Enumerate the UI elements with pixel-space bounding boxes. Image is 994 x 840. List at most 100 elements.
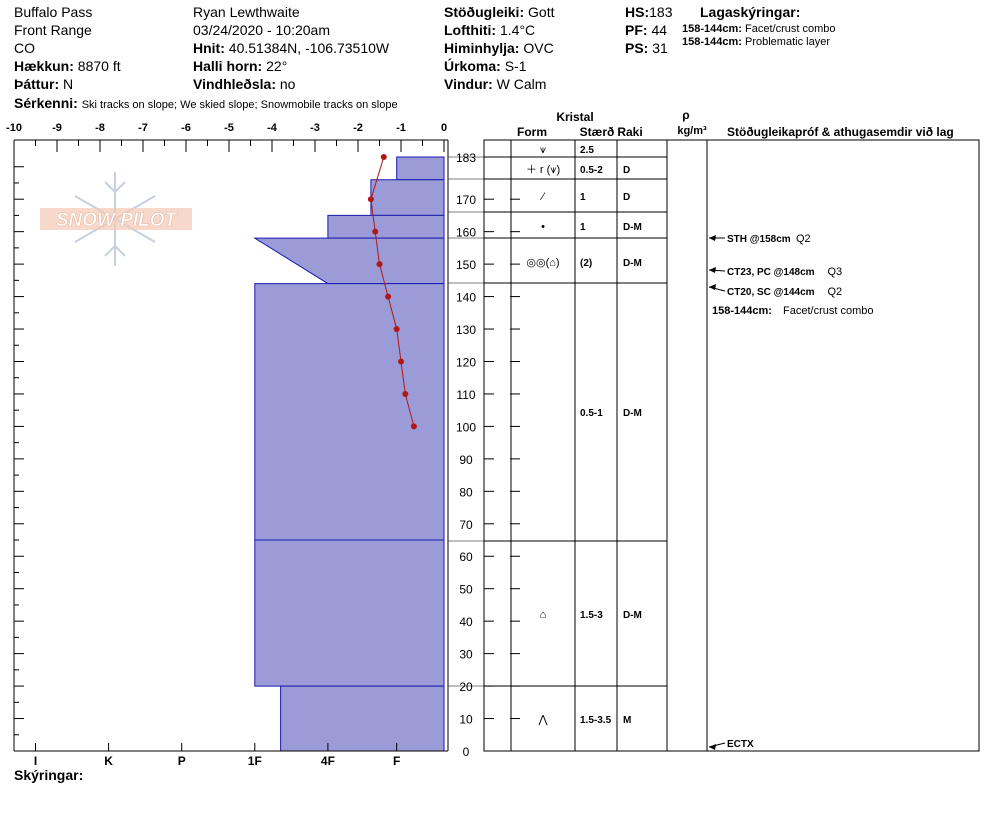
- wind: Vindur: W Calm: [444, 75, 546, 93]
- col-moisture: Raki: [617, 125, 642, 139]
- hardness-tick-label: 4F: [321, 754, 335, 768]
- temp-tick-label: -6: [181, 122, 191, 134]
- layer-note: 158-144cm: Facet/crust combo: [682, 23, 835, 36]
- hs-value: 183: [649, 4, 673, 20]
- aspect-label: Þáttur:: [14, 76, 60, 92]
- hardness-layer-bar: [280, 685, 445, 752]
- observer: Ryan Lewthwaite: [193, 4, 300, 20]
- temp-point: [385, 293, 392, 300]
- height-tick-label: 70: [459, 518, 473, 532]
- pf-value: 44: [651, 22, 668, 38]
- test-label: CT20, SC @144cm: [727, 287, 815, 298]
- stability-value: Gott: [528, 4, 555, 20]
- layer-form: ⋀: [537, 714, 548, 726]
- datetime: 03/24/2020 - 10:20am: [193, 22, 330, 38]
- height-tick-label: 0: [463, 745, 470, 759]
- hardness-layer-bar: [253, 237, 445, 285]
- air-temp-value: 1.4°C: [499, 22, 536, 38]
- elevation-value: 8870 ft: [77, 58, 121, 74]
- slope: Halli horn: 22°: [193, 57, 287, 75]
- air-temp: Lofthiti: 1.4°C: [444, 21, 535, 39]
- layer-notes-title: Lagaskýringar:: [700, 4, 801, 20]
- ps: PS: 31: [625, 39, 668, 57]
- height-tick-label: 183: [456, 151, 476, 165]
- ps-label: PS:: [625, 40, 649, 56]
- sky-label: Himinhylja:: [444, 40, 520, 56]
- layer-form: ＋ r (⩛): [526, 164, 560, 176]
- temp-point: [367, 196, 374, 203]
- pf-label: PF:: [625, 22, 648, 38]
- layer-size: 1: [580, 192, 586, 203]
- hs: HS:183: [625, 3, 672, 21]
- col-tests: Stöðugleikapróf & athugasemdir við lag: [727, 125, 954, 139]
- layer-form: ⌂: [540, 609, 547, 621]
- col-crystal: Kristal: [556, 110, 593, 124]
- layer-moisture: D-M: [623, 258, 642, 269]
- layer-size: 1: [580, 222, 586, 233]
- comments-label: Skýringar:: [14, 767, 84, 783]
- features-label: Sérkenni:: [14, 95, 78, 111]
- sky-value: OVC: [523, 40, 554, 56]
- ps-value: 31: [652, 40, 668, 56]
- wind-loading-label: Vindhleðsla:: [193, 76, 276, 92]
- hardness-tick-label: I: [34, 754, 37, 768]
- temperature-profile: [367, 154, 417, 430]
- temp-tick-label: 0: [441, 122, 447, 134]
- pf: PF: 44: [625, 21, 667, 39]
- wind-value: W Calm: [496, 76, 547, 92]
- air-temp-label: Lofthiti:: [444, 22, 497, 38]
- height-tick-label: 80: [459, 485, 473, 499]
- test-label: CT23, PC @148cm: [727, 267, 815, 278]
- layer-note-range: 158-144cm:: [682, 23, 742, 35]
- height-tick-label: 100: [456, 420, 476, 434]
- test-quality: Q2: [828, 286, 843, 298]
- test-label: STH @158cm: [727, 234, 791, 245]
- stability: Stöðugleiki: Gott: [444, 3, 554, 21]
- aspect-value: N: [63, 76, 74, 92]
- test-arrowhead: [709, 284, 716, 290]
- test-label: ECTX: [727, 739, 754, 750]
- layer-size: 2.5: [580, 145, 594, 156]
- temp-point: [372, 228, 379, 235]
- logo-banner: [40, 208, 192, 230]
- slope-value: 22°: [266, 58, 288, 74]
- layer-table: Kristal Form Stærð Raki ρ kg/m³ Stöðugleikapró…: [448, 108, 980, 752]
- sky: Himinhylja: OVC: [444, 39, 554, 57]
- temp-point: [376, 261, 383, 268]
- layer-form: •: [541, 221, 545, 233]
- test-arrowhead: [709, 235, 716, 241]
- height-tick-label: 20: [459, 680, 473, 694]
- coords-value: 40.51384N, -106.73510W: [228, 40, 390, 56]
- layer-note: 158-144cm: Problematic layer: [682, 36, 830, 49]
- temp-tick-label: -9: [52, 122, 62, 134]
- layer-moisture: D-M: [623, 222, 642, 233]
- test-quality: Q2: [796, 233, 811, 245]
- test-arrowhead: [709, 744, 716, 750]
- temp-tick-label: -1: [396, 122, 406, 134]
- state: CO: [14, 40, 35, 56]
- layer-size: 0.5-1: [580, 408, 603, 419]
- height-tick-label: 110: [456, 388, 475, 402]
- temp-point: [410, 423, 417, 430]
- col-density-unit: kg/m³: [677, 125, 707, 137]
- height-tick-label: 170: [456, 193, 476, 207]
- layer-moisture: D: [623, 192, 630, 203]
- hardness-layer-bar: [327, 214, 445, 239]
- temp-tick-label: -7: [138, 122, 148, 134]
- stability-label: Stöðugleiki:: [444, 4, 525, 20]
- col-rho: ρ: [682, 108, 689, 122]
- temp-tick-label: -2: [353, 122, 363, 134]
- test-note-text: Facet/crust combo: [783, 305, 873, 317]
- temp-point: [398, 358, 404, 365]
- test-arrowhead: [709, 267, 716, 273]
- elevation-label: Hækkun:: [14, 58, 74, 74]
- slope-label: Halli horn:: [193, 58, 263, 74]
- height-tick-label: 90: [459, 453, 473, 467]
- hardness-layer-bar: [370, 179, 445, 216]
- height-tick-label: 120: [456, 355, 476, 369]
- temp-tick-label: -3: [310, 122, 320, 134]
- wind-label: Vindur:: [444, 76, 493, 92]
- table-frame: [483, 139, 980, 752]
- height-tick-label: 160: [456, 226, 476, 240]
- temp-point: [380, 154, 387, 160]
